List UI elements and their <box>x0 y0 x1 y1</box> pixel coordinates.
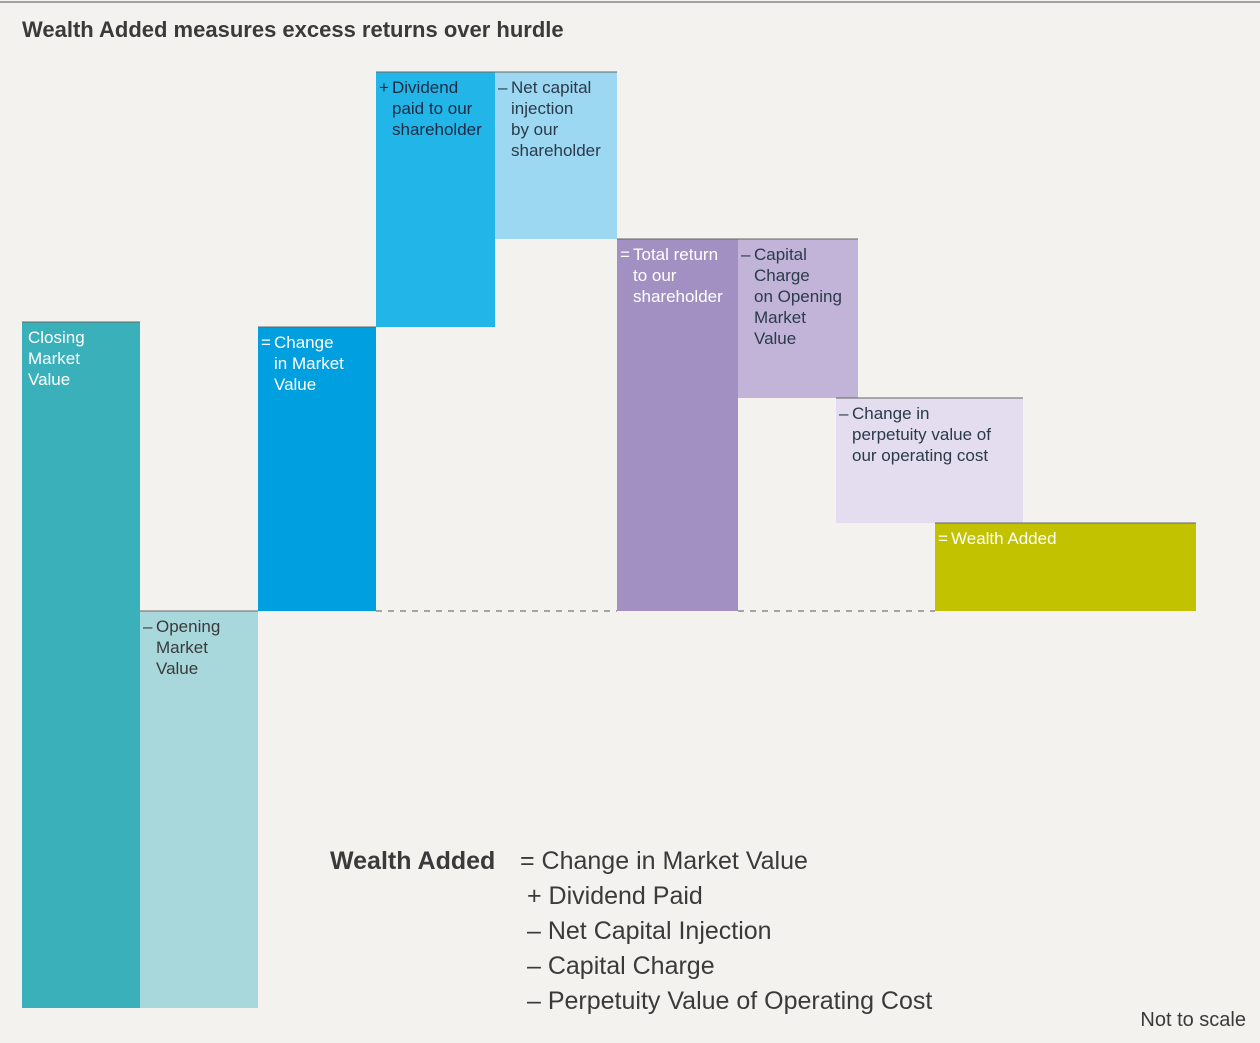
step-label: Value <box>754 329 796 348</box>
step-label: perpetuity value of <box>852 425 991 444</box>
step-label: injection <box>511 99 573 118</box>
step-label: Change <box>274 333 334 352</box>
step-label: Dividend <box>392 78 458 97</box>
step-label: by our <box>511 120 559 139</box>
step-label: Wealth Added <box>951 529 1057 548</box>
step-label: Market <box>28 349 80 368</box>
step-label: Market <box>156 638 208 657</box>
title: Wealth Added measures excess returns ove… <box>22 17 564 42</box>
step-label: Capital <box>754 245 807 264</box>
bar <box>738 239 858 398</box>
step-label: Charge <box>754 266 810 285</box>
formula-line: – Perpetuity Value of Operating Cost <box>527 987 932 1015</box>
step-label: Net capital <box>511 78 591 97</box>
step-label: shareholder <box>633 287 723 306</box>
step-label: shareholder <box>511 141 601 160</box>
formula-line: = Change in Market Value <box>520 847 808 875</box>
note: Not to scale <box>1140 1009 1246 1031</box>
step-label: Value <box>274 375 316 394</box>
step-sign: – <box>498 78 508 97</box>
bar <box>140 611 258 1008</box>
step-label: Value <box>28 370 70 389</box>
step-sign: – <box>741 245 751 264</box>
step-label: shareholder <box>392 120 482 139</box>
step-label: to our <box>633 266 677 285</box>
step-sign: = <box>620 245 630 264</box>
step-label: Market <box>754 308 806 327</box>
formula-line: – Net Capital Injection <box>527 917 772 945</box>
step-label: Value <box>156 659 198 678</box>
step-sign: = <box>938 529 948 548</box>
formula-line: – Capital Charge <box>527 952 715 980</box>
bar <box>617 239 738 611</box>
step-sign: = <box>261 333 271 352</box>
bar <box>258 327 376 611</box>
step-label: Change in <box>852 404 930 423</box>
bar <box>836 398 1023 523</box>
step-sign: – <box>839 404 849 423</box>
formula-term: Wealth Added <box>330 847 495 875</box>
bar <box>495 72 617 239</box>
step-label: on Opening <box>754 287 842 306</box>
step-label: our operating cost <box>852 446 988 465</box>
bar <box>935 523 1196 611</box>
bar <box>376 72 495 327</box>
step-label: Opening <box>156 617 220 636</box>
formula-line: + Dividend Paid <box>527 882 703 910</box>
step-label: paid to our <box>392 99 473 118</box>
step-sign: – <box>143 617 153 636</box>
step-label: Total return <box>633 245 718 264</box>
step-label: in Market <box>274 354 344 373</box>
bar <box>22 322 140 1008</box>
step-label: Closing <box>28 328 85 347</box>
step-sign: + <box>379 78 389 97</box>
